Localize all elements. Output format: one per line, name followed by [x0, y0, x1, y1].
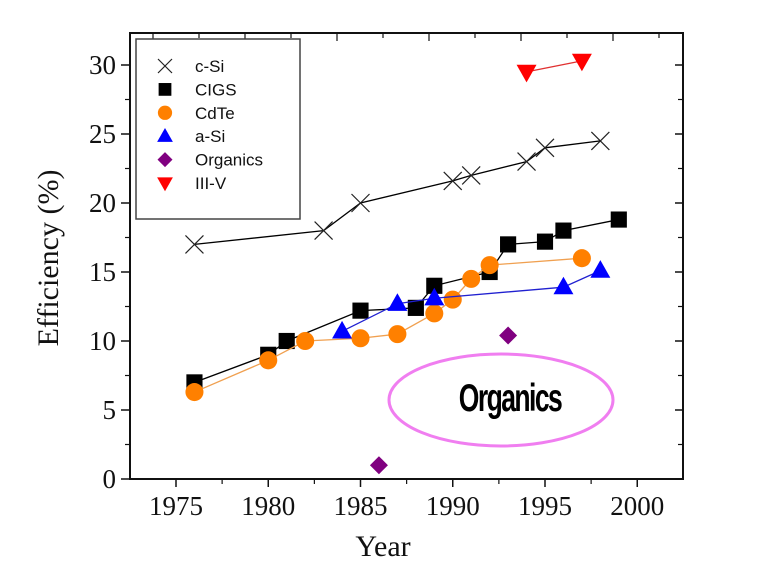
data-point: [590, 260, 611, 278]
legend-marker-diamond: [157, 152, 173, 168]
series-line: [194, 257, 582, 393]
legend-marker-triangle-down: [157, 177, 173, 192]
data-point: [259, 351, 278, 370]
data-point: [387, 293, 408, 311]
data-point: [407, 299, 424, 316]
data-point: [351, 329, 370, 348]
data-point: [536, 233, 554, 250]
legend-item: a-Si: [157, 127, 225, 146]
data-point: [535, 138, 555, 158]
legend: c-Si CIGS CdTe a-Si Organics III-V: [135, 38, 301, 220]
legend-marker-square: [158, 83, 172, 96]
legend-label: a-Si: [195, 127, 225, 146]
data-point: [278, 332, 295, 350]
series-layer: [185, 53, 627, 475]
series-iii-v: [516, 53, 592, 83]
data-point: [480, 256, 499, 275]
data-point: [369, 456, 388, 475]
organics-annotation-ellipse: [387, 352, 615, 448]
data-point: [461, 165, 481, 185]
legend-item: c-Si: [157, 57, 224, 76]
series-organics: [369, 326, 518, 475]
legend-label: III-V: [195, 174, 227, 193]
legend-box: [135, 38, 301, 220]
data-point: [500, 236, 517, 253]
data-point: [499, 326, 518, 345]
data-point: [516, 64, 537, 83]
x-tick-label: 1995: [518, 491, 572, 521]
series-cdte: [185, 249, 591, 402]
series-c-si: [185, 131, 610, 254]
x-tick-label: 1980: [241, 491, 295, 521]
legend-item: III-V: [157, 174, 227, 193]
y-tick-label: 0: [103, 464, 117, 494]
y-tick-label: 30: [89, 50, 116, 80]
x-tick-label: 2000: [610, 491, 664, 521]
x-tick-label: 1990: [426, 491, 480, 521]
data-point: [590, 131, 610, 151]
data-point: [185, 234, 204, 254]
y-axis-title: Efficiency (%): [32, 170, 65, 347]
data-point: [426, 277, 443, 294]
legend-label: CIGS: [195, 80, 237, 99]
series-cigs: [186, 211, 627, 391]
y-tick-label: 15: [89, 257, 116, 287]
data-point: [424, 287, 445, 306]
legend-items: c-Si CIGS CdTe a-Si Organics III-V: [157, 57, 263, 193]
data-point: [571, 53, 592, 72]
x-axis-title: Year: [355, 530, 410, 563]
data-point: [351, 193, 370, 213]
y-axis-ticks: 0 5 10 15 20 25 30: [89, 50, 683, 494]
legend-item: Organics: [157, 151, 263, 170]
data-point: [332, 320, 353, 339]
x-axis-ticks: 1975 1980 1985 1990 1995 2000: [149, 33, 664, 521]
data-point: [462, 269, 481, 288]
legend-label: c-Si: [195, 57, 224, 76]
y-tick-label: 10: [89, 326, 116, 356]
data-point: [314, 221, 334, 241]
data-point: [553, 276, 574, 295]
data-point: [388, 325, 407, 344]
data-point: [610, 211, 627, 228]
legend-marker-x: [157, 58, 173, 74]
data-point: [572, 249, 591, 268]
data-point: [352, 302, 369, 319]
legend-item: CIGS: [158, 80, 237, 99]
organics-annotation-text: Organics: [459, 377, 563, 420]
legend-label: CdTe: [195, 104, 235, 123]
y-tick-label: 20: [89, 188, 116, 218]
data-point: [443, 290, 462, 309]
legend-label: Organics: [195, 151, 263, 170]
legend-marker-circle: [157, 105, 173, 120]
y-tick-label: 5: [103, 395, 117, 425]
series-line: [194, 218, 619, 384]
annotation-layer: Organics: [387, 352, 615, 448]
data-point: [443, 171, 463, 191]
data-point: [425, 304, 444, 323]
y-tick-label: 25: [89, 119, 116, 149]
data-point: [296, 331, 315, 351]
data-point: [517, 152, 536, 172]
x-tick-label: 1975: [149, 491, 203, 521]
series-line: [526, 60, 583, 73]
data-point: [185, 383, 204, 402]
legend-marker-triangle-up: [157, 127, 173, 142]
data-point: [555, 222, 572, 239]
legend-item: CdTe: [157, 104, 235, 123]
series-a-si: [332, 260, 611, 339]
x-tick-label: 1985: [334, 491, 388, 521]
